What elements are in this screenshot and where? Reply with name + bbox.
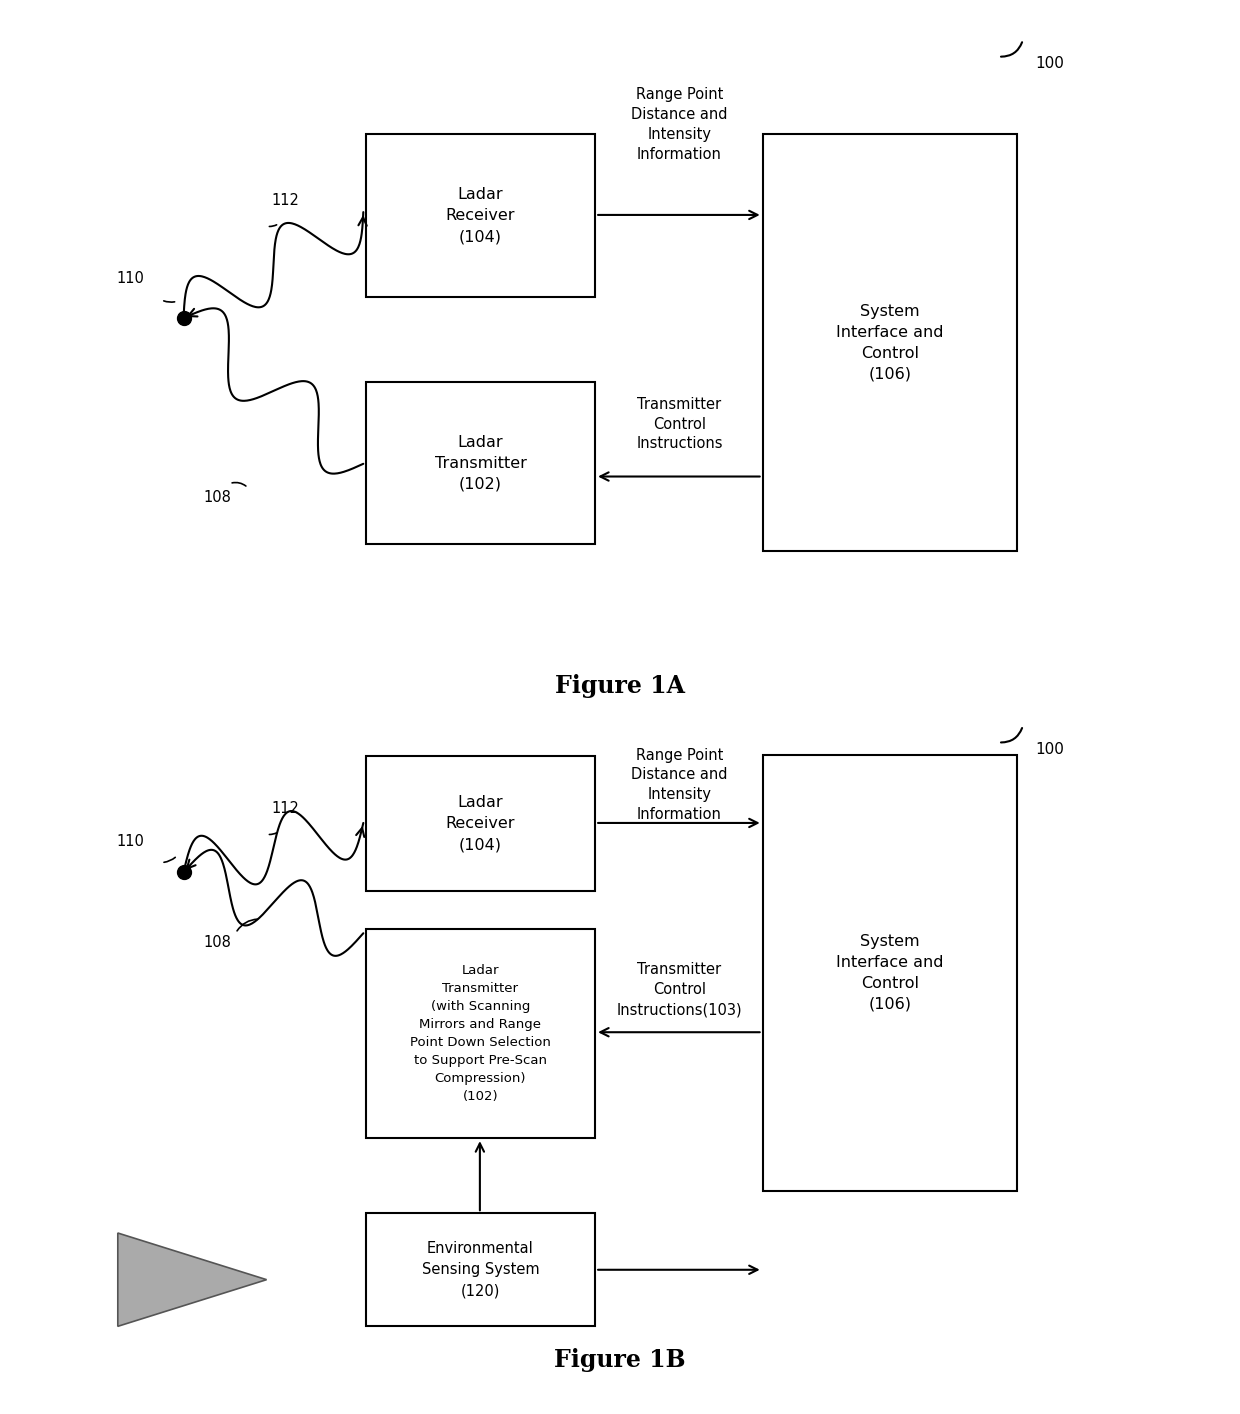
Text: Ladar
Transmitter
(with Scanning
Mirrors and Range
Point Down Selection
to Suppo: Ladar Transmitter (with Scanning Mirrors… xyxy=(410,964,551,1103)
Text: Transmitter
Control
Instructions: Transmitter Control Instructions xyxy=(636,397,723,451)
Text: Transmitter
Control
Instructions(103): Transmitter Control Instructions(103) xyxy=(616,963,743,1017)
Text: System
Interface and
Control
(106): System Interface and Control (106) xyxy=(836,933,944,1012)
Text: 110: 110 xyxy=(117,834,144,848)
Text: Figure 1A: Figure 1A xyxy=(556,674,684,697)
Text: System
Interface and
Control
(106): System Interface and Control (106) xyxy=(836,304,944,382)
Text: Ladar
Receiver
(104): Ladar Receiver (104) xyxy=(445,795,516,853)
Text: Figure 1B: Figure 1B xyxy=(554,1348,686,1372)
Text: Environmental
Sensing System
(120): Environmental Sensing System (120) xyxy=(422,1241,539,1298)
Text: 112: 112 xyxy=(272,802,299,816)
Text: 100: 100 xyxy=(1035,742,1064,756)
FancyBboxPatch shape xyxy=(366,382,595,544)
FancyBboxPatch shape xyxy=(763,134,1017,551)
FancyBboxPatch shape xyxy=(366,134,595,297)
Polygon shape xyxy=(118,1233,267,1326)
FancyBboxPatch shape xyxy=(763,755,1017,1191)
Text: Ladar
Transmitter
(102): Ladar Transmitter (102) xyxy=(434,434,527,492)
Text: Ladar
Receiver
(104): Ladar Receiver (104) xyxy=(445,187,516,245)
Text: Range Point
Distance and
Intensity
Information: Range Point Distance and Intensity Infor… xyxy=(631,748,728,822)
Text: 112: 112 xyxy=(272,194,299,208)
Text: 100: 100 xyxy=(1035,57,1064,71)
FancyBboxPatch shape xyxy=(366,1213,595,1326)
Text: Range Point
Distance and
Intensity
Information: Range Point Distance and Intensity Infor… xyxy=(631,88,728,161)
FancyBboxPatch shape xyxy=(366,929,595,1138)
Text: 110: 110 xyxy=(117,271,144,286)
Text: 108: 108 xyxy=(203,936,231,950)
Text: 108: 108 xyxy=(203,491,231,505)
FancyBboxPatch shape xyxy=(366,756,595,891)
